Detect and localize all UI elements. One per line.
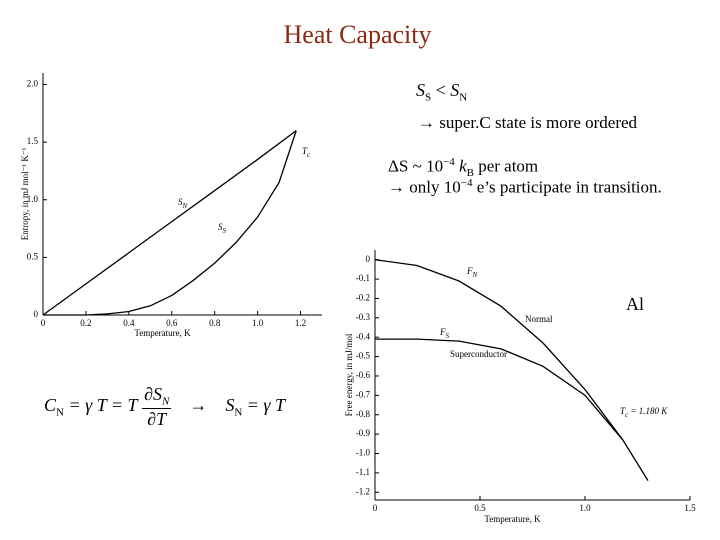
x-tick-label: 0 bbox=[373, 503, 378, 513]
x-tick-label: 0.5 bbox=[474, 503, 486, 513]
subscript: S bbox=[223, 227, 227, 235]
symbol: F bbox=[466, 266, 473, 276]
series-label: FS bbox=[439, 327, 450, 340]
symbol: F bbox=[439, 327, 446, 337]
text: T bbox=[620, 406, 626, 416]
subscript: B bbox=[466, 167, 474, 180]
symbol: S bbox=[416, 80, 425, 100]
y-tick-label: -0.9 bbox=[356, 428, 371, 438]
material-label: Al bbox=[626, 294, 644, 314]
y-tick-label: -1.2 bbox=[356, 486, 370, 496]
subscript: N bbox=[56, 406, 64, 419]
y-tick-label: 0.5 bbox=[27, 251, 39, 261]
subscript: N bbox=[182, 202, 188, 210]
x-axis-label: Temperature, K bbox=[134, 328, 191, 338]
series-label: FN bbox=[466, 266, 478, 279]
subscript: N bbox=[234, 406, 243, 419]
series-line bbox=[375, 338, 624, 441]
superscript: −4 bbox=[443, 156, 455, 168]
subscript: N bbox=[472, 271, 478, 279]
subscript: S bbox=[425, 91, 432, 104]
x-axis-label: Temperature, K bbox=[484, 514, 541, 524]
y-tick-label: -1.1 bbox=[356, 467, 370, 477]
text: ∂S bbox=[144, 384, 162, 404]
numerator: ∂SN bbox=[142, 384, 172, 409]
y-tick-label: 0 bbox=[366, 254, 371, 264]
y-tick-label: 1.0 bbox=[27, 194, 39, 204]
text: = γ T bbox=[242, 394, 286, 415]
series-line bbox=[43, 130, 297, 316]
x-tick-label: 0.2 bbox=[80, 318, 91, 328]
operator: < bbox=[431, 80, 451, 100]
x-tick-label: 1.0 bbox=[252, 318, 264, 328]
text: T bbox=[302, 146, 308, 156]
fraction: ∂SN ∂T bbox=[142, 384, 172, 430]
text: per atom bbox=[473, 156, 539, 176]
text: Superconductor bbox=[450, 349, 507, 359]
text: = 1.180 K bbox=[628, 406, 668, 416]
y-tick-label: -0.8 bbox=[356, 409, 371, 419]
text: e’s participate in transition. bbox=[472, 177, 662, 197]
subscript: S bbox=[446, 332, 450, 340]
x-tick-label: 1.0 bbox=[579, 503, 591, 513]
slide-title: Heat Capacity bbox=[283, 20, 432, 49]
text: Normal bbox=[525, 314, 553, 324]
y-tick-label: 1.5 bbox=[27, 136, 39, 146]
y-tick-label: -0.2 bbox=[356, 293, 370, 303]
y-tick-label: -0.7 bbox=[356, 389, 371, 399]
x-tick-label: 0 bbox=[41, 318, 46, 328]
symbol: S bbox=[178, 197, 183, 207]
y-tick-label: -0.6 bbox=[356, 370, 371, 380]
x-tick-label: 0.6 bbox=[166, 318, 178, 328]
y-axis-label: Entropy, in mJ mol⁻¹ K⁻¹ bbox=[20, 147, 30, 240]
note: → super.C state is more ordered bbox=[418, 113, 638, 132]
arrow: → bbox=[189, 394, 208, 415]
y-tick-label: -0.1 bbox=[356, 273, 370, 283]
series-line bbox=[374, 259, 649, 481]
subscript: c bbox=[625, 411, 629, 419]
text: ΔS ~ 10 bbox=[388, 156, 444, 176]
x-tick-label: 1.5 bbox=[684, 503, 696, 513]
y-tick-label: -0.3 bbox=[356, 312, 371, 322]
note: → only 10−4 e’s participate in transitio… bbox=[388, 177, 662, 198]
y-tick-label: 0 bbox=[34, 309, 39, 319]
text: → only 10 bbox=[388, 177, 461, 197]
entropy-relation: SS < SN bbox=[416, 80, 467, 104]
symbol: S bbox=[225, 394, 235, 415]
x-tick-label: 1.2 bbox=[295, 318, 306, 328]
symbol: k bbox=[454, 156, 467, 176]
denominator: ∂T bbox=[147, 408, 167, 429]
subscript: N bbox=[459, 91, 468, 104]
superscript: −4 bbox=[460, 177, 473, 189]
subscript: c bbox=[307, 151, 311, 159]
annotation: Tc bbox=[302, 146, 311, 159]
y-tick-label: 2.0 bbox=[27, 79, 39, 89]
x-tick-label: 0.8 bbox=[209, 318, 221, 328]
symbol: S bbox=[218, 222, 223, 232]
note: ΔS ~ 10−4 kB per atom bbox=[388, 156, 538, 179]
annotation: Superconductor bbox=[450, 349, 507, 359]
annotation: Tc = 1.180 K bbox=[620, 406, 668, 419]
equation: CN = γ T = T ∂SN ∂T → SN = γ T bbox=[44, 384, 285, 430]
y-axis-label: Free energy, in mJ/mol bbox=[344, 333, 354, 416]
symbol: S bbox=[450, 80, 460, 100]
subscript: N bbox=[161, 395, 170, 408]
series-label: SS bbox=[218, 222, 227, 235]
annotation: Normal bbox=[525, 314, 553, 324]
x-tick-label: 0.4 bbox=[123, 318, 135, 328]
text: = γ T = T bbox=[63, 394, 138, 415]
y-tick-label: -0.5 bbox=[356, 351, 371, 361]
symbol: C bbox=[44, 394, 57, 415]
series-line bbox=[42, 130, 297, 316]
y-tick-label: -0.4 bbox=[356, 331, 371, 341]
series-label: SN bbox=[178, 197, 188, 210]
y-tick-label: -1.0 bbox=[356, 448, 371, 458]
